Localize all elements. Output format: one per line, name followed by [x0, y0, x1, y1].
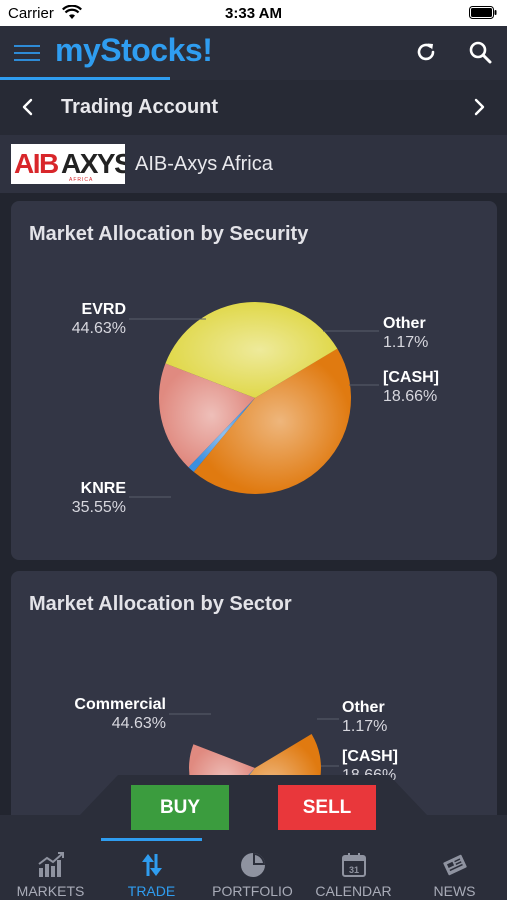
- slice-label-evrd: EVRD 44.63%: [71, 301, 126, 337]
- wifi-icon: [62, 5, 82, 19]
- sell-button[interactable]: SELL: [278, 785, 376, 830]
- app-header: myStocks!: [0, 26, 507, 80]
- security-slice-knre: [165, 302, 338, 398]
- pie-chart-icon: [240, 853, 265, 877]
- trade-panel-background: [0, 775, 507, 838]
- buy-button[interactable]: BUY: [131, 785, 229, 830]
- active-tab-indicator: [101, 838, 202, 841]
- chart-up-icon: [37, 852, 64, 877]
- svg-text:AXYS: AXYS: [61, 148, 125, 179]
- refresh-icon[interactable]: [414, 40, 438, 64]
- carrier-label: Carrier: [8, 5, 54, 22]
- svg-text:AFRICA: AFRICA: [69, 177, 93, 183]
- svg-text:AIB: AIB: [14, 148, 58, 179]
- broker-row[interactable]: AIB AXYS AFRICA AIB-Axys Africa: [0, 135, 507, 193]
- bottom-tab-bar: MARKETS TRADE PORTFOLIO 31 CALENDAR: [0, 838, 507, 900]
- sector-chart-title: Market Allocation by Sector: [29, 593, 292, 615]
- security-slice-cash: [158, 363, 255, 468]
- security-slice-evrd: [193, 348, 352, 495]
- chevron-right-icon[interactable]: [469, 97, 489, 117]
- exchange-arrows-icon: [141, 854, 162, 876]
- security-allocation-card: Market Allocation by Security EVRD 44.63…: [11, 201, 497, 560]
- tab-portfolio[interactable]: PORTFOLIO: [202, 838, 303, 900]
- calendar-icon: 31: [341, 853, 366, 877]
- hamburger-menu-icon[interactable]: [14, 40, 40, 66]
- trade-panel: BUY SELL: [0, 775, 507, 830]
- clock: 3:33 AM: [225, 5, 282, 22]
- security-slice-other: [188, 398, 255, 472]
- slice-label-sector-other: Other 1.17%: [342, 699, 388, 735]
- slice-label-cash: [CASH] 18.66%: [383, 369, 439, 405]
- title-underline: [0, 77, 170, 80]
- battery-icon: [469, 6, 497, 19]
- security-chart-title: Market Allocation by Security: [29, 223, 309, 245]
- search-icon[interactable]: [468, 40, 492, 64]
- chevron-left-icon[interactable]: [18, 97, 38, 117]
- tab-calendar[interactable]: 31 CALENDAR: [303, 838, 404, 900]
- tab-markets[interactable]: MARKETS: [0, 838, 101, 900]
- security-pie-chart: [129, 302, 379, 498]
- slice-label-other: Other 1.17%: [383, 315, 429, 351]
- status-bar: Carrier 3:33 AM: [0, 0, 507, 26]
- slice-label-knre: KNRE 35.55%: [71, 480, 126, 516]
- tab-trade[interactable]: TRADE: [101, 838, 202, 900]
- svg-text:31: 31: [348, 865, 358, 875]
- app-title: myStocks!: [55, 32, 213, 68]
- account-title: Trading Account: [61, 96, 219, 118]
- tab-news[interactable]: NEWS: [404, 838, 505, 900]
- slice-label-commercial: Commercial 44.63%: [74, 696, 166, 732]
- broker-logo: AIB AXYS AFRICA: [11, 144, 134, 184]
- broker-name: AIB-Axys Africa: [135, 153, 273, 175]
- account-selector: Trading Account: [0, 80, 507, 135]
- newspaper-icon: [442, 854, 467, 876]
